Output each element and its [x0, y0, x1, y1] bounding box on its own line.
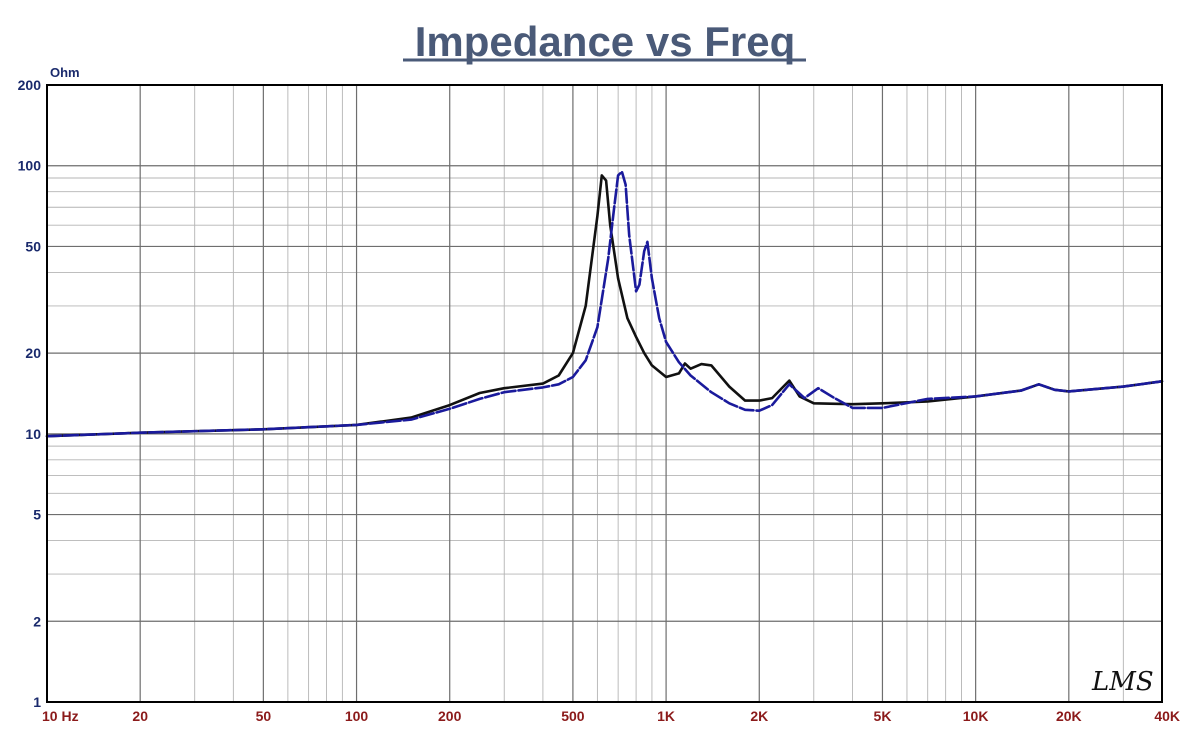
x-tick-label: 10 Hz: [42, 708, 79, 724]
x-tick-label: 50: [256, 708, 272, 724]
lms-logo: LMS: [1091, 667, 1154, 697]
x-tick-label: 10K: [963, 708, 989, 724]
y-axis-unit-label: Ohm: [50, 65, 80, 80]
y-tick-label: 50: [25, 238, 41, 254]
y-tick-label: 100: [18, 158, 42, 174]
x-tick-label: 40K: [1154, 708, 1180, 724]
y-tick-label: 1: [33, 694, 41, 710]
y-tick-label: 5: [33, 507, 41, 523]
x-tick-label: 20: [132, 708, 148, 724]
impedance-series-solid: [45, 174, 1164, 438]
x-tick-label: 2K: [750, 708, 768, 724]
x-tick-label: 500: [561, 708, 585, 724]
series-layer: [45, 170, 1164, 438]
y-tick-label: 20: [25, 345, 41, 361]
y-tick-label: 2: [33, 613, 41, 629]
x-tick-label: 1K: [657, 708, 675, 724]
x-tick-label: 5K: [874, 708, 892, 724]
y-tick-label: 200: [18, 77, 42, 93]
x-tick-label: 100: [345, 708, 369, 724]
y-tick-labels: 1 2 5 10 20 50 100 200: [18, 77, 42, 710]
x-tick-labels: 10 Hz 20 50 100 200 500 1K 2K 5K 10K 20K 40K: [42, 708, 1180, 724]
chart-title: Impedance vs Freq: [415, 18, 795, 65]
x-tick-label: 20K: [1056, 708, 1082, 724]
x-tick-label: 200: [438, 708, 462, 724]
impedance-series-dashed: [45, 170, 1164, 438]
y-tick-label: 10: [25, 426, 41, 442]
plot-frame: [46, 84, 1163, 703]
